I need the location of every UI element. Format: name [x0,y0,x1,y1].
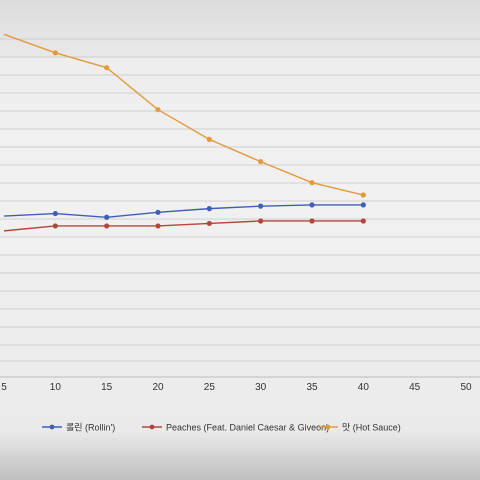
x-tick-label: 5 [1,382,7,393]
legend-label: 맛 (Hot Sauce) [342,423,401,433]
x-tick-label: 35 [306,382,318,393]
gridlines [0,38,480,378]
legend-swatch-dot [149,424,155,430]
series-line [3,204,364,218]
data-point [258,159,264,165]
legend-label: Peaches (Feat. Daniel Caesar & Giveon) [166,423,329,433]
x-axis-ticks: 5 10 15 20 25 30 35 40 45 50 [1,382,472,393]
x-tick-label: 50 [460,382,472,393]
x-tick-label: 30 [255,382,267,393]
data-point [309,180,315,186]
data-point [258,203,264,209]
data-point [206,220,212,227]
series-lines [3,33,364,232]
x-tick-label: 45 [409,382,421,393]
x-tick-label: 25 [204,382,216,393]
x-tick-label: 40 [358,382,370,393]
data-point [155,107,161,113]
data-point [206,136,212,142]
series-line [3,220,364,232]
screen-top-band [0,0,480,58]
legend: 롤린 (Rollin') Peaches (Feat. Daniel Caesar… [42,423,401,433]
data-point [360,202,366,208]
data-point [104,223,110,229]
data-point [52,50,58,56]
data-point [155,223,161,229]
x-tick-label: 10 [50,382,62,393]
data-point [104,65,110,71]
legend-swatch-dot [49,424,55,430]
legend-label: 롤린 (Rollin') [66,423,115,433]
data-point [309,202,315,208]
data-point [52,210,58,217]
legend-swatch-dot [325,424,331,430]
data-point [52,223,58,229]
x-tick-label: 20 [152,382,164,393]
data-point [258,218,264,224]
data-point [155,209,161,215]
series-line [3,33,364,196]
x-tick-label: 15 [101,382,113,393]
data-point [360,218,366,224]
series-points [52,50,366,229]
data-point [309,218,315,224]
data-point [360,192,366,198]
data-point [206,206,212,212]
data-point [104,214,110,220]
